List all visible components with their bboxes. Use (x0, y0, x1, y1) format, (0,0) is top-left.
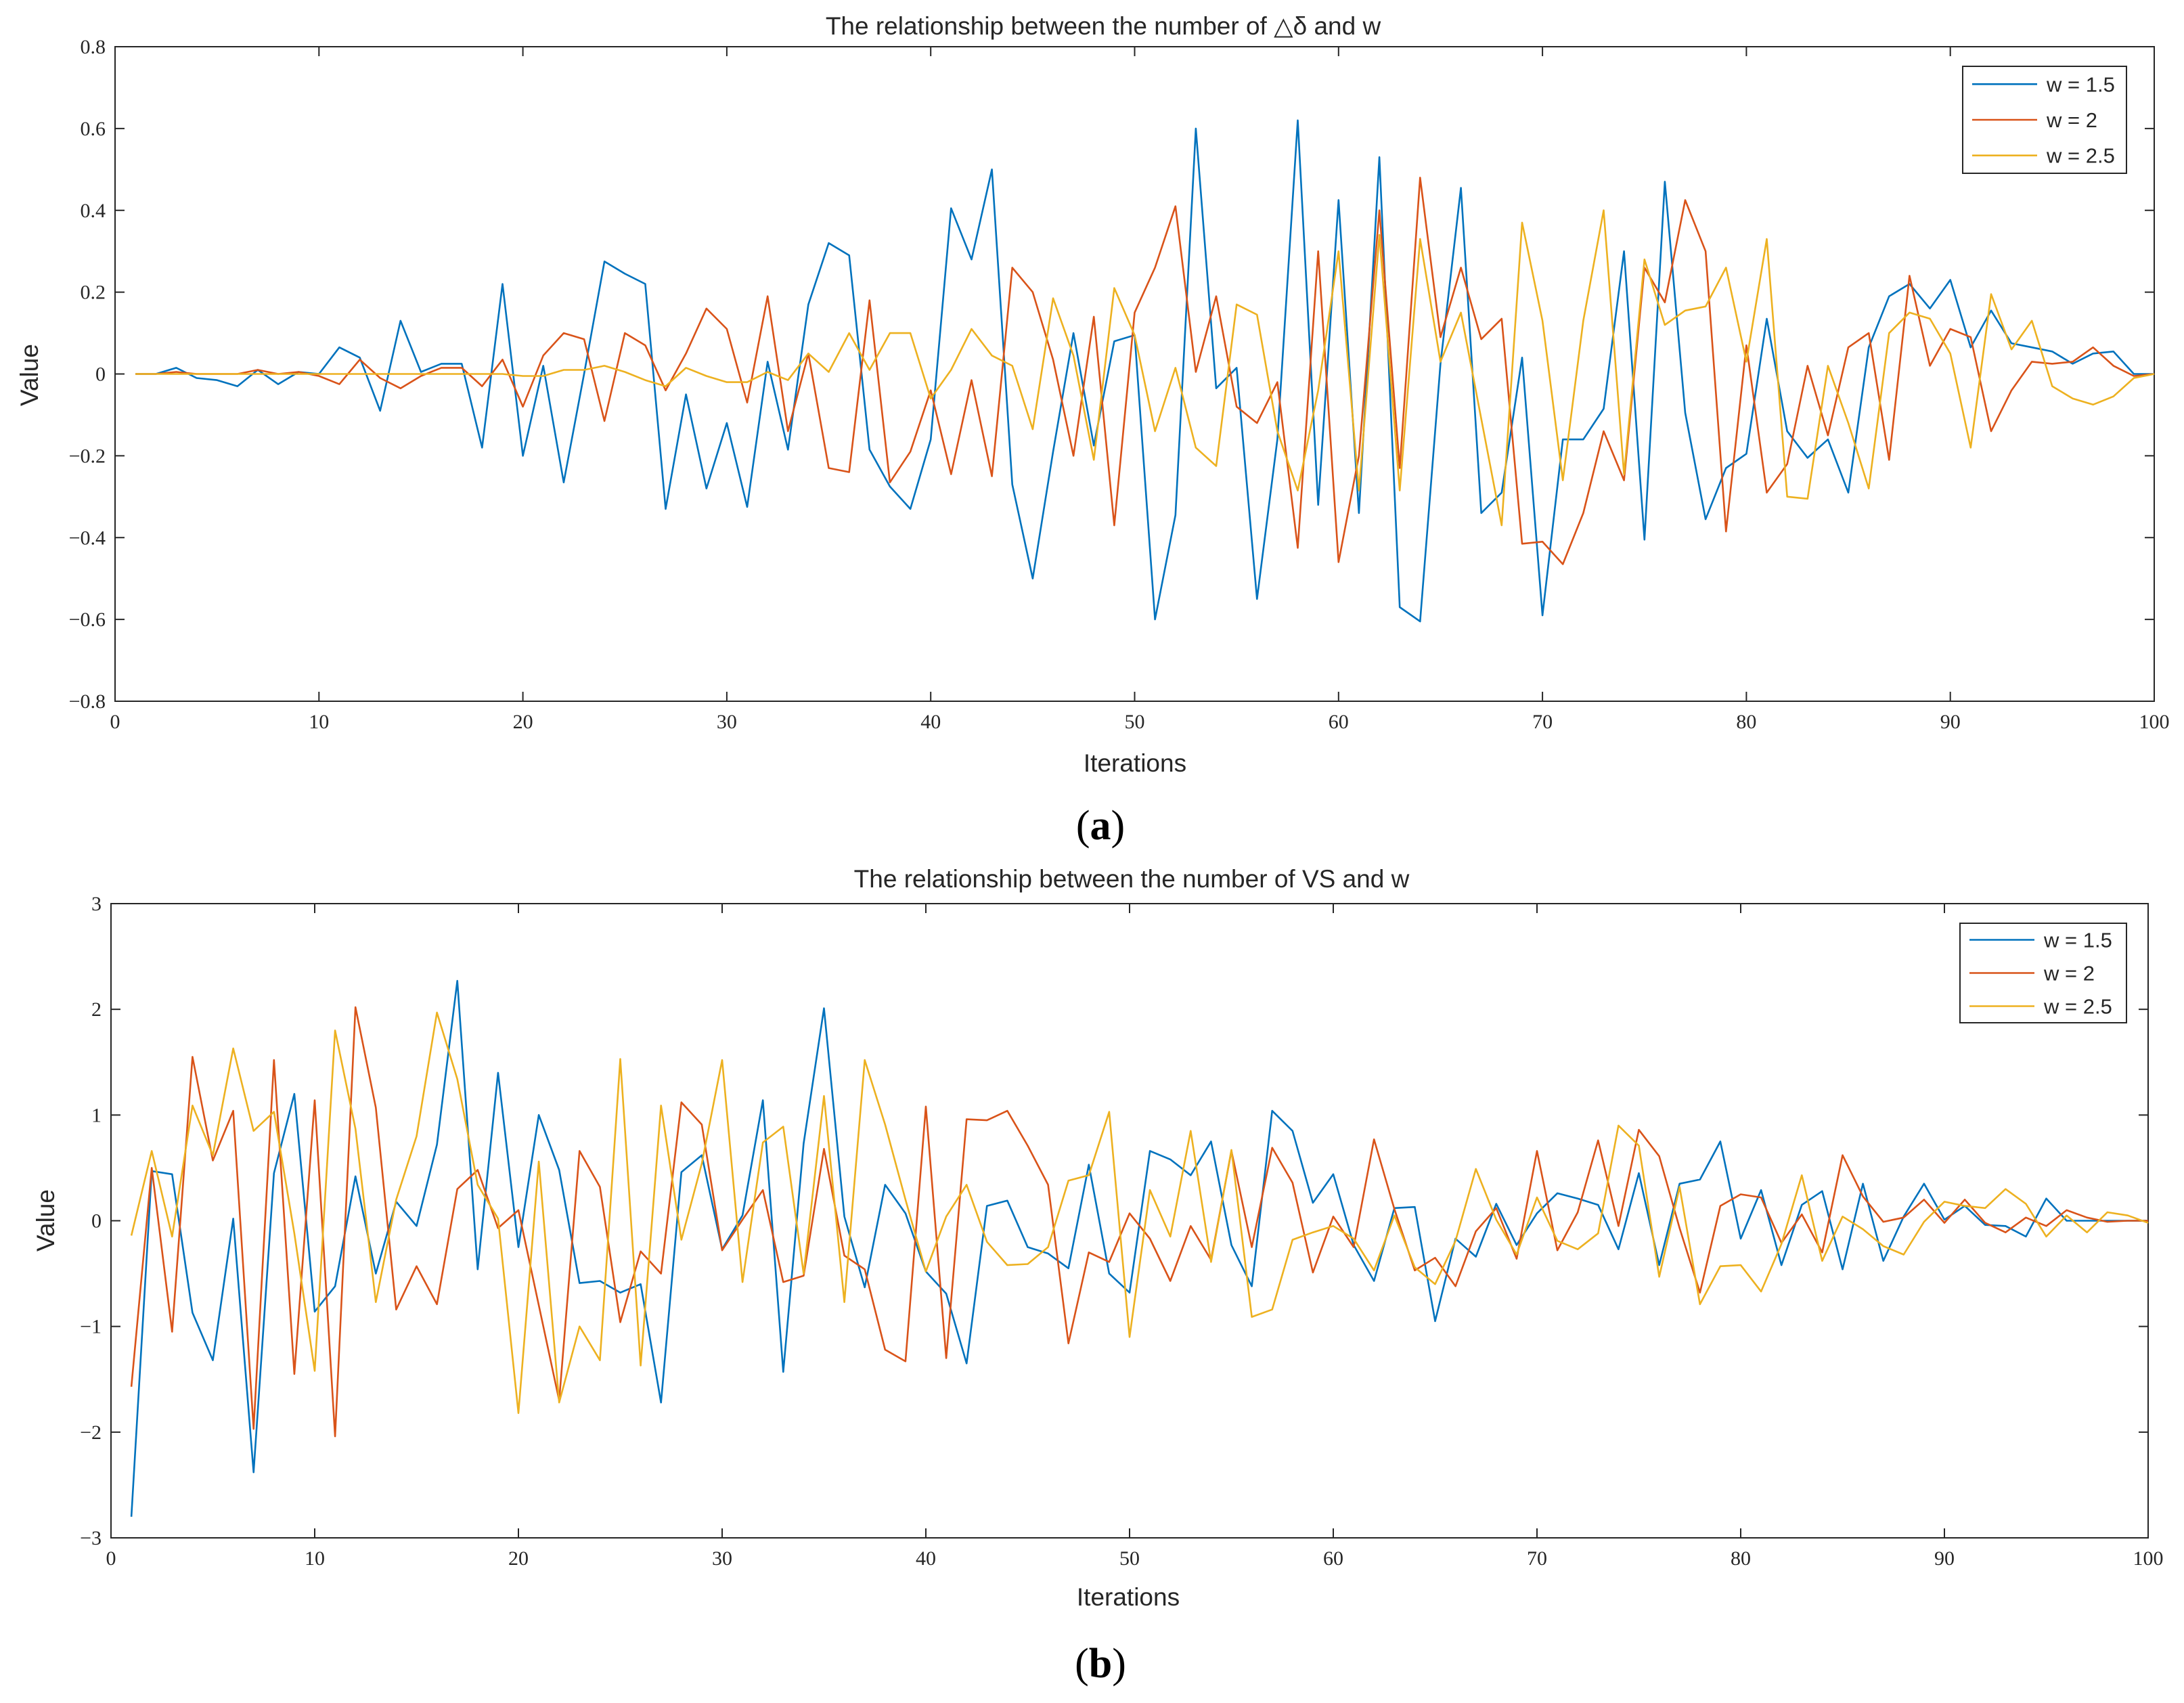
x-tick-label: 20 (513, 711, 533, 733)
y-tick-label: −0.4 (69, 527, 106, 549)
y-tick-label: −0.8 (69, 690, 106, 713)
y-tick-label: 0.2 (81, 282, 106, 304)
axis-ticks: 0 10 20 30 40 50 60 70 80 90 100 −0.8 −0.6 −0.4 −0.2 0 0… (69, 36, 2170, 733)
x-tick-label: 90 (1934, 1547, 1955, 1570)
x-tick-label: 30 (717, 711, 737, 733)
y-tick-label: 0 (91, 1210, 102, 1233)
legend-label: w = 2 (2046, 108, 2097, 132)
x-tick-label: 90 (1940, 711, 1961, 733)
x-tick-label: 10 (305, 1547, 325, 1570)
y-tick-label: 0.4 (81, 200, 106, 222)
legend-label: w = 2 (2043, 962, 2095, 986)
legend-label: w = 1.5 (2046, 72, 2115, 96)
chart-panel-b: The relationship between the number of V… (32, 865, 2164, 1687)
y-axis-label: Value (32, 1189, 60, 1252)
x-axis-label: Iterations (1077, 1583, 1180, 1611)
y-tick-label: −0.6 (69, 609, 106, 631)
x-tick-label: 100 (2133, 1547, 2164, 1570)
y-tick-label: 0 (95, 363, 106, 386)
panel-caption: (b) (1075, 1641, 1126, 1687)
y-tick-label: 1 (91, 1104, 102, 1126)
legend: w = 1.5 w = 2 w = 2.5 (1959, 923, 2127, 1023)
x-tick-label: 20 (508, 1547, 529, 1570)
series-line (135, 177, 2155, 565)
x-tick-label: 80 (1736, 711, 1756, 733)
x-tick-label: 60 (1329, 711, 1349, 733)
x-tick-label: 0 (106, 1547, 116, 1570)
x-tick-label: 10 (309, 711, 329, 733)
series-line (130, 1006, 2148, 1438)
x-tick-label: 40 (920, 711, 941, 733)
y-tick-label: −1 (80, 1316, 102, 1338)
chart-panel-a: The relationship between the number of △… (16, 12, 2170, 849)
y-tick-label: 3 (91, 893, 102, 915)
y-tick-label: 0.8 (81, 36, 106, 58)
x-tick-label: 60 (1323, 1547, 1343, 1570)
legend-label: w = 2.5 (2046, 144, 2115, 168)
y-axis-label: Value (16, 344, 43, 406)
panel-caption: (a) (1076, 803, 1125, 849)
x-tick-label: 70 (1527, 1547, 1547, 1570)
y-tick-label: −3 (80, 1527, 102, 1549)
y-tick-label: 0.6 (81, 118, 106, 140)
x-axis-label: Iterations (1084, 749, 1186, 777)
x-tick-label: 70 (1532, 711, 1553, 733)
x-tick-label: 80 (1731, 1547, 1751, 1570)
legend-label: w = 1.5 (2043, 929, 2112, 952)
chart-title: The relationship between the number of △… (826, 12, 1381, 40)
series-line (130, 1011, 2149, 1414)
y-tick-label: 2 (91, 998, 102, 1021)
panel-caption-letter: a (1090, 803, 1111, 849)
chart-title: The relationship between the number of V… (854, 865, 1410, 893)
panel-caption-letter: b (1089, 1641, 1112, 1687)
series-line (135, 119, 2154, 623)
y-tick-label: −0.2 (69, 445, 106, 467)
x-tick-label: 40 (916, 1547, 936, 1570)
y-tick-label: −2 (80, 1421, 102, 1444)
x-tick-label: 50 (1125, 711, 1145, 733)
data-series (130, 979, 2149, 1517)
legend-label: w = 2.5 (2043, 995, 2112, 1019)
axis-ticks: 0 10 20 30 40 50 60 70 80 90 100 −3 −2 −1 0 1 2 3 (80, 893, 2163, 1570)
legend: w = 1.5 w = 2 w = 2.5 (1962, 66, 2127, 174)
x-tick-label: 30 (712, 1547, 732, 1570)
data-series (135, 119, 2155, 623)
x-tick-label: 0 (110, 711, 120, 733)
series-line (130, 979, 2148, 1517)
series-line (135, 209, 2155, 527)
x-tick-label: 50 (1119, 1547, 1140, 1570)
x-tick-label: 100 (2139, 711, 2170, 733)
